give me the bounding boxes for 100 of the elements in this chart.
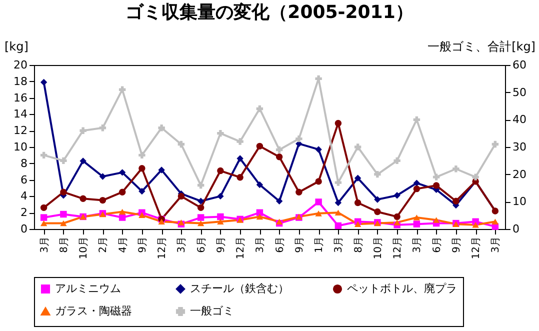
- point: [472, 222, 479, 228]
- point: [40, 152, 48, 159]
- point: [394, 213, 400, 220]
- y-tick-label: 18: [14, 74, 28, 88]
- x-tick-label: 12月: [471, 236, 482, 260]
- y-axis-title: [kg]: [4, 40, 28, 54]
- point: [99, 196, 106, 204]
- point: [158, 166, 165, 174]
- point: [118, 169, 126, 176]
- x-tick-label: 3月: [412, 236, 424, 253]
- x-tick-label: 2月: [98, 236, 110, 253]
- point: [315, 198, 322, 206]
- point: [354, 221, 362, 227]
- point: [492, 140, 499, 148]
- y2-tick-label: 40: [512, 113, 526, 126]
- point: [60, 210, 67, 218]
- y-tick-label: 14: [14, 108, 28, 121]
- y2-tick-label: 30: [512, 140, 526, 154]
- point: [80, 195, 86, 202]
- point: [118, 188, 126, 196]
- point: [472, 174, 479, 180]
- y2-tick-label: 0: [512, 222, 520, 236]
- point: [60, 220, 67, 226]
- point: [334, 210, 342, 216]
- y2-tick-label: 10: [512, 195, 526, 208]
- point: [158, 124, 165, 132]
- point: [99, 173, 106, 180]
- point: [334, 222, 342, 230]
- x-tick-label: 3月: [255, 236, 266, 253]
- legend-label: アルミニウム: [55, 282, 121, 295]
- x-tick-label: 9月: [137, 236, 148, 253]
- point: [118, 86, 126, 93]
- x-tick-label: 9月: [451, 236, 462, 253]
- legend-label: ガラス・陶磁器: [55, 304, 132, 318]
- y-tick-label: 6: [20, 173, 28, 186]
- point: [374, 196, 381, 203]
- x-tick-label: 3月: [490, 236, 502, 253]
- point: [256, 181, 264, 188]
- x-tick-label: 3月: [176, 236, 188, 253]
- x-tick-label: 10月: [372, 236, 384, 260]
- point: [217, 218, 224, 225]
- y2-tick-label: 20: [512, 168, 526, 181]
- point: [138, 188, 146, 195]
- point: [334, 120, 342, 127]
- point: [413, 214, 420, 220]
- point: [452, 166, 460, 172]
- point: [354, 174, 362, 182]
- point: [256, 105, 264, 112]
- y2-tick-label: 60: [512, 58, 526, 72]
- point: [276, 153, 283, 160]
- point: [236, 138, 244, 145]
- y-tick-label: 12: [14, 124, 28, 138]
- point: [40, 78, 48, 86]
- point: [413, 185, 420, 192]
- point: [394, 220, 400, 226]
- point: [413, 220, 420, 228]
- point: [315, 178, 322, 185]
- point: [256, 209, 264, 216]
- legend-label: スチール（鉄含む）: [190, 282, 289, 295]
- y-tick-label: 16: [14, 91, 28, 104]
- point: [394, 157, 400, 164]
- point: [80, 158, 86, 164]
- point: [276, 198, 283, 204]
- point: [99, 124, 106, 132]
- point: [432, 217, 440, 223]
- point: [236, 174, 244, 181]
- point: [217, 213, 224, 220]
- point: [197, 204, 204, 212]
- point: [276, 146, 283, 154]
- x-tick-label: 12月: [392, 236, 404, 260]
- point: [197, 220, 204, 226]
- point: [60, 157, 67, 164]
- y-tick-label: 20: [14, 58, 28, 72]
- point: [334, 199, 342, 206]
- point: [138, 152, 146, 159]
- x-tick-label: 9月: [294, 236, 306, 253]
- point: [452, 198, 460, 204]
- x-tick-label: 1月: [314, 236, 326, 253]
- x-tick-label: 6月: [432, 236, 443, 253]
- point: [40, 204, 48, 212]
- point: [374, 208, 381, 216]
- point: [217, 167, 224, 174]
- x-tick-label: 10月: [78, 236, 90, 260]
- x-tick-label: 9月: [216, 236, 227, 253]
- y-tick-label: 8: [20, 156, 28, 170]
- y2-tick-label: 50: [512, 86, 526, 99]
- y-tick-label: 0: [20, 222, 28, 236]
- point: [256, 142, 264, 150]
- point: [354, 144, 362, 150]
- point: [178, 192, 185, 200]
- x-tick-label: 3月: [334, 236, 345, 253]
- x-tick-label: 6月: [274, 236, 286, 253]
- point: [138, 212, 146, 218]
- point: [60, 188, 67, 196]
- point: [40, 220, 48, 226]
- point: [296, 188, 302, 196]
- x-tick-label: 8月: [353, 236, 364, 253]
- x-tick-label: 4月: [118, 236, 129, 253]
- point: [296, 135, 302, 142]
- point: [432, 174, 440, 180]
